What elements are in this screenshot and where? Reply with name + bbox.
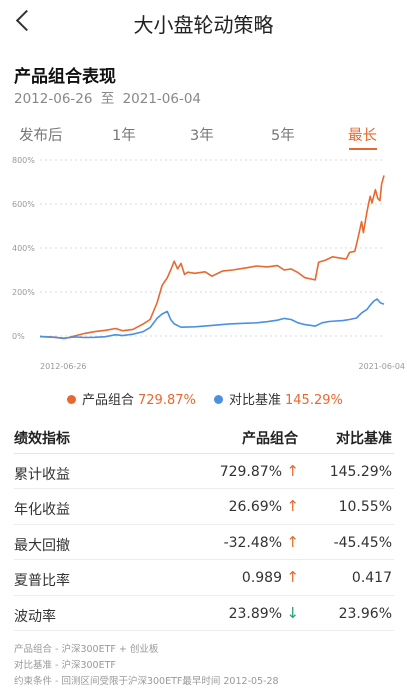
tab-3-year[interactable]: 3年 (190, 128, 214, 144)
metric-label: 累计收益 (14, 466, 70, 483)
page-title: 大小盘轮动策略 (133, 13, 274, 37)
table-row: 年化收益 26.69% ↑ 10.55% (14, 489, 394, 525)
legend-value: 145.29% (285, 393, 343, 408)
table-row: 夏普比率 0.989 ↑ 0.417 (14, 560, 394, 596)
y-tick-label: 0% (12, 332, 25, 341)
legend-value: 729.87% (138, 393, 196, 408)
performance-table: 绩效指标 产品组合 对比基准 累计收益 729.87% ↑ 145.29% 年化… (14, 418, 394, 631)
benchmark-value: 0.417 (351, 570, 392, 586)
portfolio-value: 729.87% (219, 463, 282, 480)
header-metric: 绩效指标 (14, 431, 70, 447)
note-benchmark: 对比基准 - 沪深300ETF (14, 660, 116, 671)
chart-legend: 产品组合 729.87% 对比基准 145.29% (0, 389, 407, 409)
benchmark-value: -45.45% (333, 534, 392, 551)
tab-1-year[interactable]: 1年 (112, 128, 136, 144)
tab-since-launch[interactable]: 发布后 (19, 128, 63, 144)
table-row: 累计收益 729.87% ↑ 145.29% (14, 454, 394, 489)
date-start: 2012-06-26 (14, 91, 93, 107)
period-tabs: 发布后 1年 3年 5年 最长 (0, 124, 407, 154)
benchmark-value: 145.29% (329, 463, 392, 480)
tab-max[interactable]: 最长 (348, 128, 377, 144)
active-tab-indicator (349, 148, 377, 150)
legend-benchmark: 对比基准 145.29% (214, 389, 343, 408)
arrow-up-icon: ↑ (286, 532, 299, 551)
table-header: 绩效指标 产品组合 对比基准 (14, 418, 394, 454)
date-range: 2012-06-26 至 2021-06-04 (14, 87, 205, 107)
header-benchmark: 对比基准 (336, 431, 392, 447)
table-row: 波动率 23.89% ↓ 23.96% (14, 596, 394, 631)
date-end: 2021-06-04 (122, 91, 202, 107)
arrow-up-icon: ↑ (286, 461, 299, 480)
portfolio-value: 26.69% (228, 499, 282, 515)
series-line (39, 298, 385, 339)
arrow-down-icon: ↓ (286, 603, 299, 622)
metric-label: 年化收益 (14, 502, 70, 518)
arrow-up-icon: ↑ (286, 568, 299, 586)
metric-label: 夏普比率 (14, 573, 70, 589)
y-tick-label: 400% (12, 244, 35, 253)
legend-dot-icon (67, 395, 76, 404)
header-portfolio: 产品组合 (242, 431, 298, 447)
legend-dot-icon (214, 395, 223, 404)
legend-label: 对比基准 (229, 393, 282, 408)
section-title: 产品组合表现 (14, 67, 116, 87)
legend-portfolio: 产品组合 729.87% (67, 389, 196, 408)
series-line (39, 175, 385, 340)
y-tick-label: 800% (12, 156, 35, 165)
nav-bar: 大小盘轮动策略 (0, 0, 407, 44)
y-tick-label: 600% (12, 200, 35, 209)
legend-label: 产品组合 (82, 393, 135, 408)
note-constraint: 约束条件 - 回测区间受限于沪深300ETF最早时间 2012-05-28 (14, 676, 279, 687)
date-separator: 至 (100, 91, 115, 107)
benchmark-value: 10.55% (338, 499, 392, 515)
portfolio-value: 23.89% (228, 605, 282, 622)
metric-label: 波动率 (14, 608, 56, 625)
line-chart-svg: 800% 600% 400% 200% 0% 2012-06-26 2021-06-04 (12, 156, 406, 371)
table-row: 最大回撤 -32.48% ↑ -45.45% (14, 525, 394, 560)
x-tick-label-end: 2021-06-04 (359, 362, 406, 371)
x-tick-label-start: 2012-06-26 (40, 362, 87, 371)
metric-label: 最大回撤 (14, 537, 70, 554)
portfolio-value: 0.989 (241, 570, 282, 586)
y-tick-label: 200% (12, 288, 35, 297)
arrow-up-icon: ↑ (286, 497, 299, 515)
tab-5-year[interactable]: 5年 (271, 128, 295, 144)
portfolio-value: -32.48% (223, 534, 282, 551)
footnotes: 产品组合 - 沪深300ETF + 创业板 对比基准 - 沪深300ETF 约束… (14, 642, 279, 690)
benchmark-value: 23.96% (338, 605, 392, 622)
performance-chart: 800% 600% 400% 200% 0% 2012-06-26 2021-06-04 (0, 155, 407, 375)
note-portfolio: 产品组合 - 沪深300ETF + 创业板 (14, 644, 159, 655)
